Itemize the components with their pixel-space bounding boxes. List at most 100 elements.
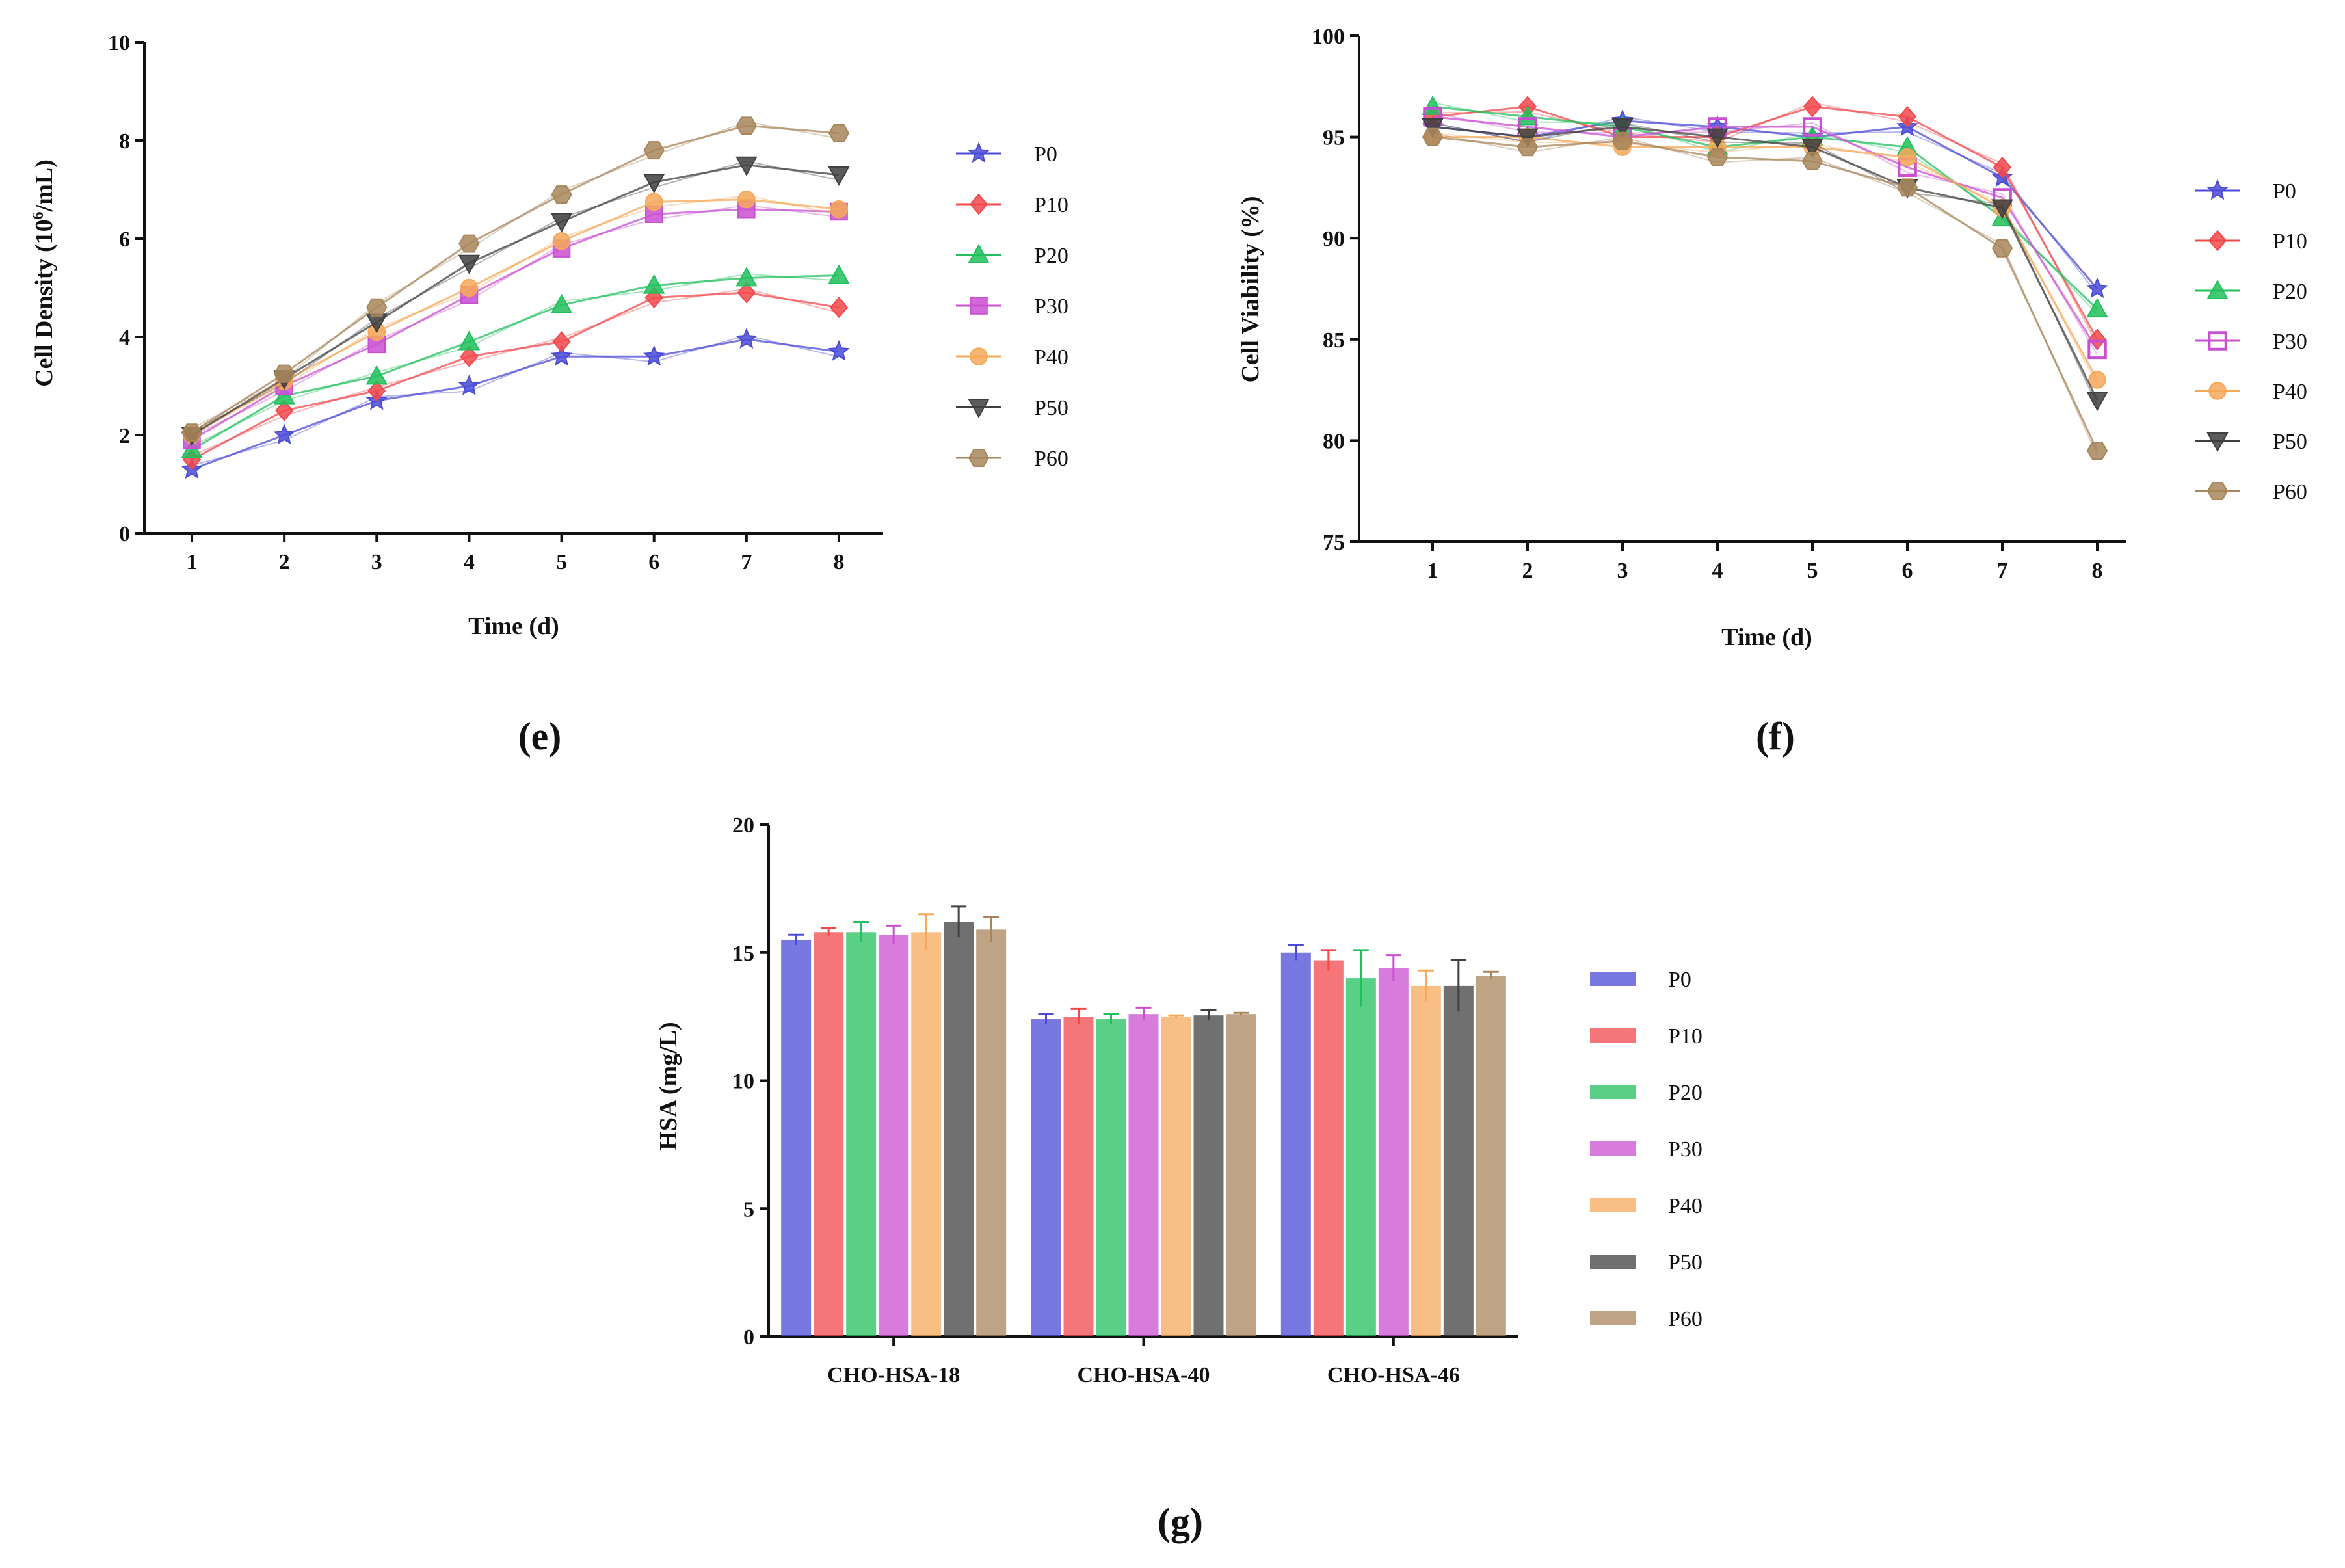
panel-e-legend-label: P30 <box>1034 295 1068 319</box>
panel-g-legend-label: P10 <box>1668 1024 1702 1048</box>
panel-e-legend-marker <box>970 347 988 365</box>
panel-e-point-p0 <box>550 345 573 366</box>
panel-e-legend-label: P60 <box>1034 447 1068 471</box>
panel-f-point-p10 <box>1898 105 1917 128</box>
panel-g-legend-swatch <box>1590 1141 1636 1156</box>
panel-e-point-p10 <box>737 282 756 304</box>
panel-e-legend-item-p20: P20 <box>956 243 1068 268</box>
panel-e-xtick-label: 2 <box>279 550 290 574</box>
panel-g-bar-p10 <box>1313 960 1344 1336</box>
panel-f-legend-label: P30 <box>2273 330 2307 354</box>
panel-e-legend-marker <box>970 297 988 315</box>
panel-g-legend-label: P50 <box>1668 1251 1702 1275</box>
panel-f-legend-label: P20 <box>2273 280 2307 304</box>
panel-g-ytick-label: 0 <box>743 1325 754 1349</box>
panel-g-bar-p50 <box>944 922 974 1336</box>
panel-e-point-p0 <box>643 345 665 366</box>
panel-f-point-p30 <box>2087 339 2107 360</box>
panel-e-ytick-label: 10 <box>108 31 130 55</box>
panel-f-line-rep-p40 <box>1432 132 2098 386</box>
panel-e-line-rep-p10 <box>191 287 840 457</box>
panel-e-ytick-label: 6 <box>119 228 130 252</box>
panel-f-point-p60 <box>1706 148 1729 166</box>
panel-e-series-p10 <box>182 282 849 471</box>
panel-e-ytick-label: 8 <box>119 129 130 153</box>
panel-e-point-p60 <box>273 364 295 383</box>
panel-e-ytick-label: 2 <box>119 424 130 448</box>
panel-e-ytick-label: 0 <box>119 522 130 546</box>
panel-f-point-p50 <box>1422 118 1444 139</box>
panel-g-ytick-label: 10 <box>732 1070 754 1094</box>
panel-e-point-p10 <box>552 330 571 353</box>
panel-f-line-p0 <box>1432 120 2099 289</box>
panel-g-bar-p0 <box>781 940 812 1336</box>
panel-e-point-p60 <box>366 298 388 317</box>
panel-e-line-rep-p60 <box>191 121 840 430</box>
panel-f-point-p50 <box>1517 128 1539 148</box>
panel-f-point-p0 <box>2086 277 2108 299</box>
panel-g-bar-p60 <box>1226 1014 1256 1336</box>
panel-f-point-p50 <box>1801 139 1823 159</box>
panel-e-line-rep-p40 <box>191 194 840 432</box>
chart-panel-f: Cell Viability (%) Time (d) (f) 75808590… <box>1237 25 2307 758</box>
panel-f-point-p50 <box>1706 128 1729 148</box>
panel-e-series-p60 <box>181 116 850 442</box>
panel-e-legend-item-p30: P30 <box>956 295 1068 319</box>
panel-f-legend-label: P40 <box>2273 380 2307 404</box>
panel-e-ylabel: Cell Density (106/mL) <box>30 159 58 387</box>
panel-g-bar-p10 <box>1063 1017 1094 1336</box>
panel-e-point-p0 <box>828 340 850 361</box>
panel-f-legend-label: P50 <box>2273 430 2307 454</box>
panel-e-point-p50 <box>458 254 481 274</box>
panel-e-xtick-label: 5 <box>556 550 567 574</box>
panel-f-point-p20 <box>2086 298 2108 318</box>
panel-e-point-p60 <box>828 124 850 142</box>
panel-g-bar-p30 <box>879 935 909 1336</box>
panel-f-line-p60 <box>1432 136 2099 451</box>
panel-f-legend-label: P60 <box>2273 480 2307 504</box>
panel-f-point-p20 <box>1517 105 1539 126</box>
panel-g-ytick-label: 15 <box>732 942 754 966</box>
panel-f-point-p10 <box>1803 96 1822 118</box>
panel-g-category-label: CHO-HSA-18 <box>827 1363 960 1387</box>
panel-e-point-p0 <box>735 328 758 349</box>
panel-g-bar-p40 <box>1161 1017 1191 1336</box>
panel-f-legend-marker <box>2206 482 2229 500</box>
panel-g-bar-p50 <box>1443 985 1474 1336</box>
panel-e-line-rep-p50 <box>191 160 840 432</box>
panel-e-point-p10 <box>275 399 294 421</box>
panel-g-legend-item-p20: P20 <box>1590 1081 1702 1105</box>
panel-e-xtick-label: 3 <box>371 550 382 574</box>
panel-e-point-p40 <box>830 200 848 219</box>
panel-g-bar-p20 <box>1096 1019 1126 1336</box>
panel-f-legend-label: P10 <box>2273 230 2307 254</box>
panel-f-xtick-label: 5 <box>1807 559 1818 583</box>
panel-f-line-rep-p30 <box>1432 112 2098 355</box>
panel-f-legend-item-p10: P10 <box>2195 230 2307 254</box>
panel-e-legend-item-p10: P10 <box>956 193 1068 217</box>
panel-g-bar-p20 <box>846 932 877 1336</box>
panel-g-bar-p50 <box>1193 1015 1224 1336</box>
panel-e-point-p10 <box>367 380 386 402</box>
panel-g-legend-item-p0: P0 <box>1590 968 1691 992</box>
panel-e-legend-marker <box>968 243 990 263</box>
panel-f-point-p40 <box>2088 371 2106 389</box>
panel-g-category-label: CHO-HSA-40 <box>1078 1363 1210 1387</box>
panel-e-line-rep-p30 <box>191 204 840 437</box>
panel-f-point-p60 <box>2086 442 2108 460</box>
panel-e-series-p20 <box>181 264 850 458</box>
panel-f-point-p50 <box>1611 118 1634 139</box>
panel-f-xlabel: Time (d) <box>1721 624 1812 651</box>
panel-f-xtick-label: 7 <box>1997 559 2008 583</box>
panel-g-bar-p0 <box>1031 1019 1061 1336</box>
panel-f-point-p60 <box>1611 131 1634 150</box>
panel-f-xtick-label: 6 <box>1902 559 1913 583</box>
panel-g-legend-swatch <box>1590 1085 1636 1099</box>
panel-f-legend-item-p20: P20 <box>2195 279 2307 304</box>
panel-e-point-p20 <box>735 267 758 287</box>
panel-f-point-p60 <box>1801 152 1823 170</box>
panel-e-point-p50 <box>735 156 758 176</box>
panel-e-point-p60 <box>551 185 572 204</box>
panel-g-legend-swatch <box>1590 972 1636 986</box>
